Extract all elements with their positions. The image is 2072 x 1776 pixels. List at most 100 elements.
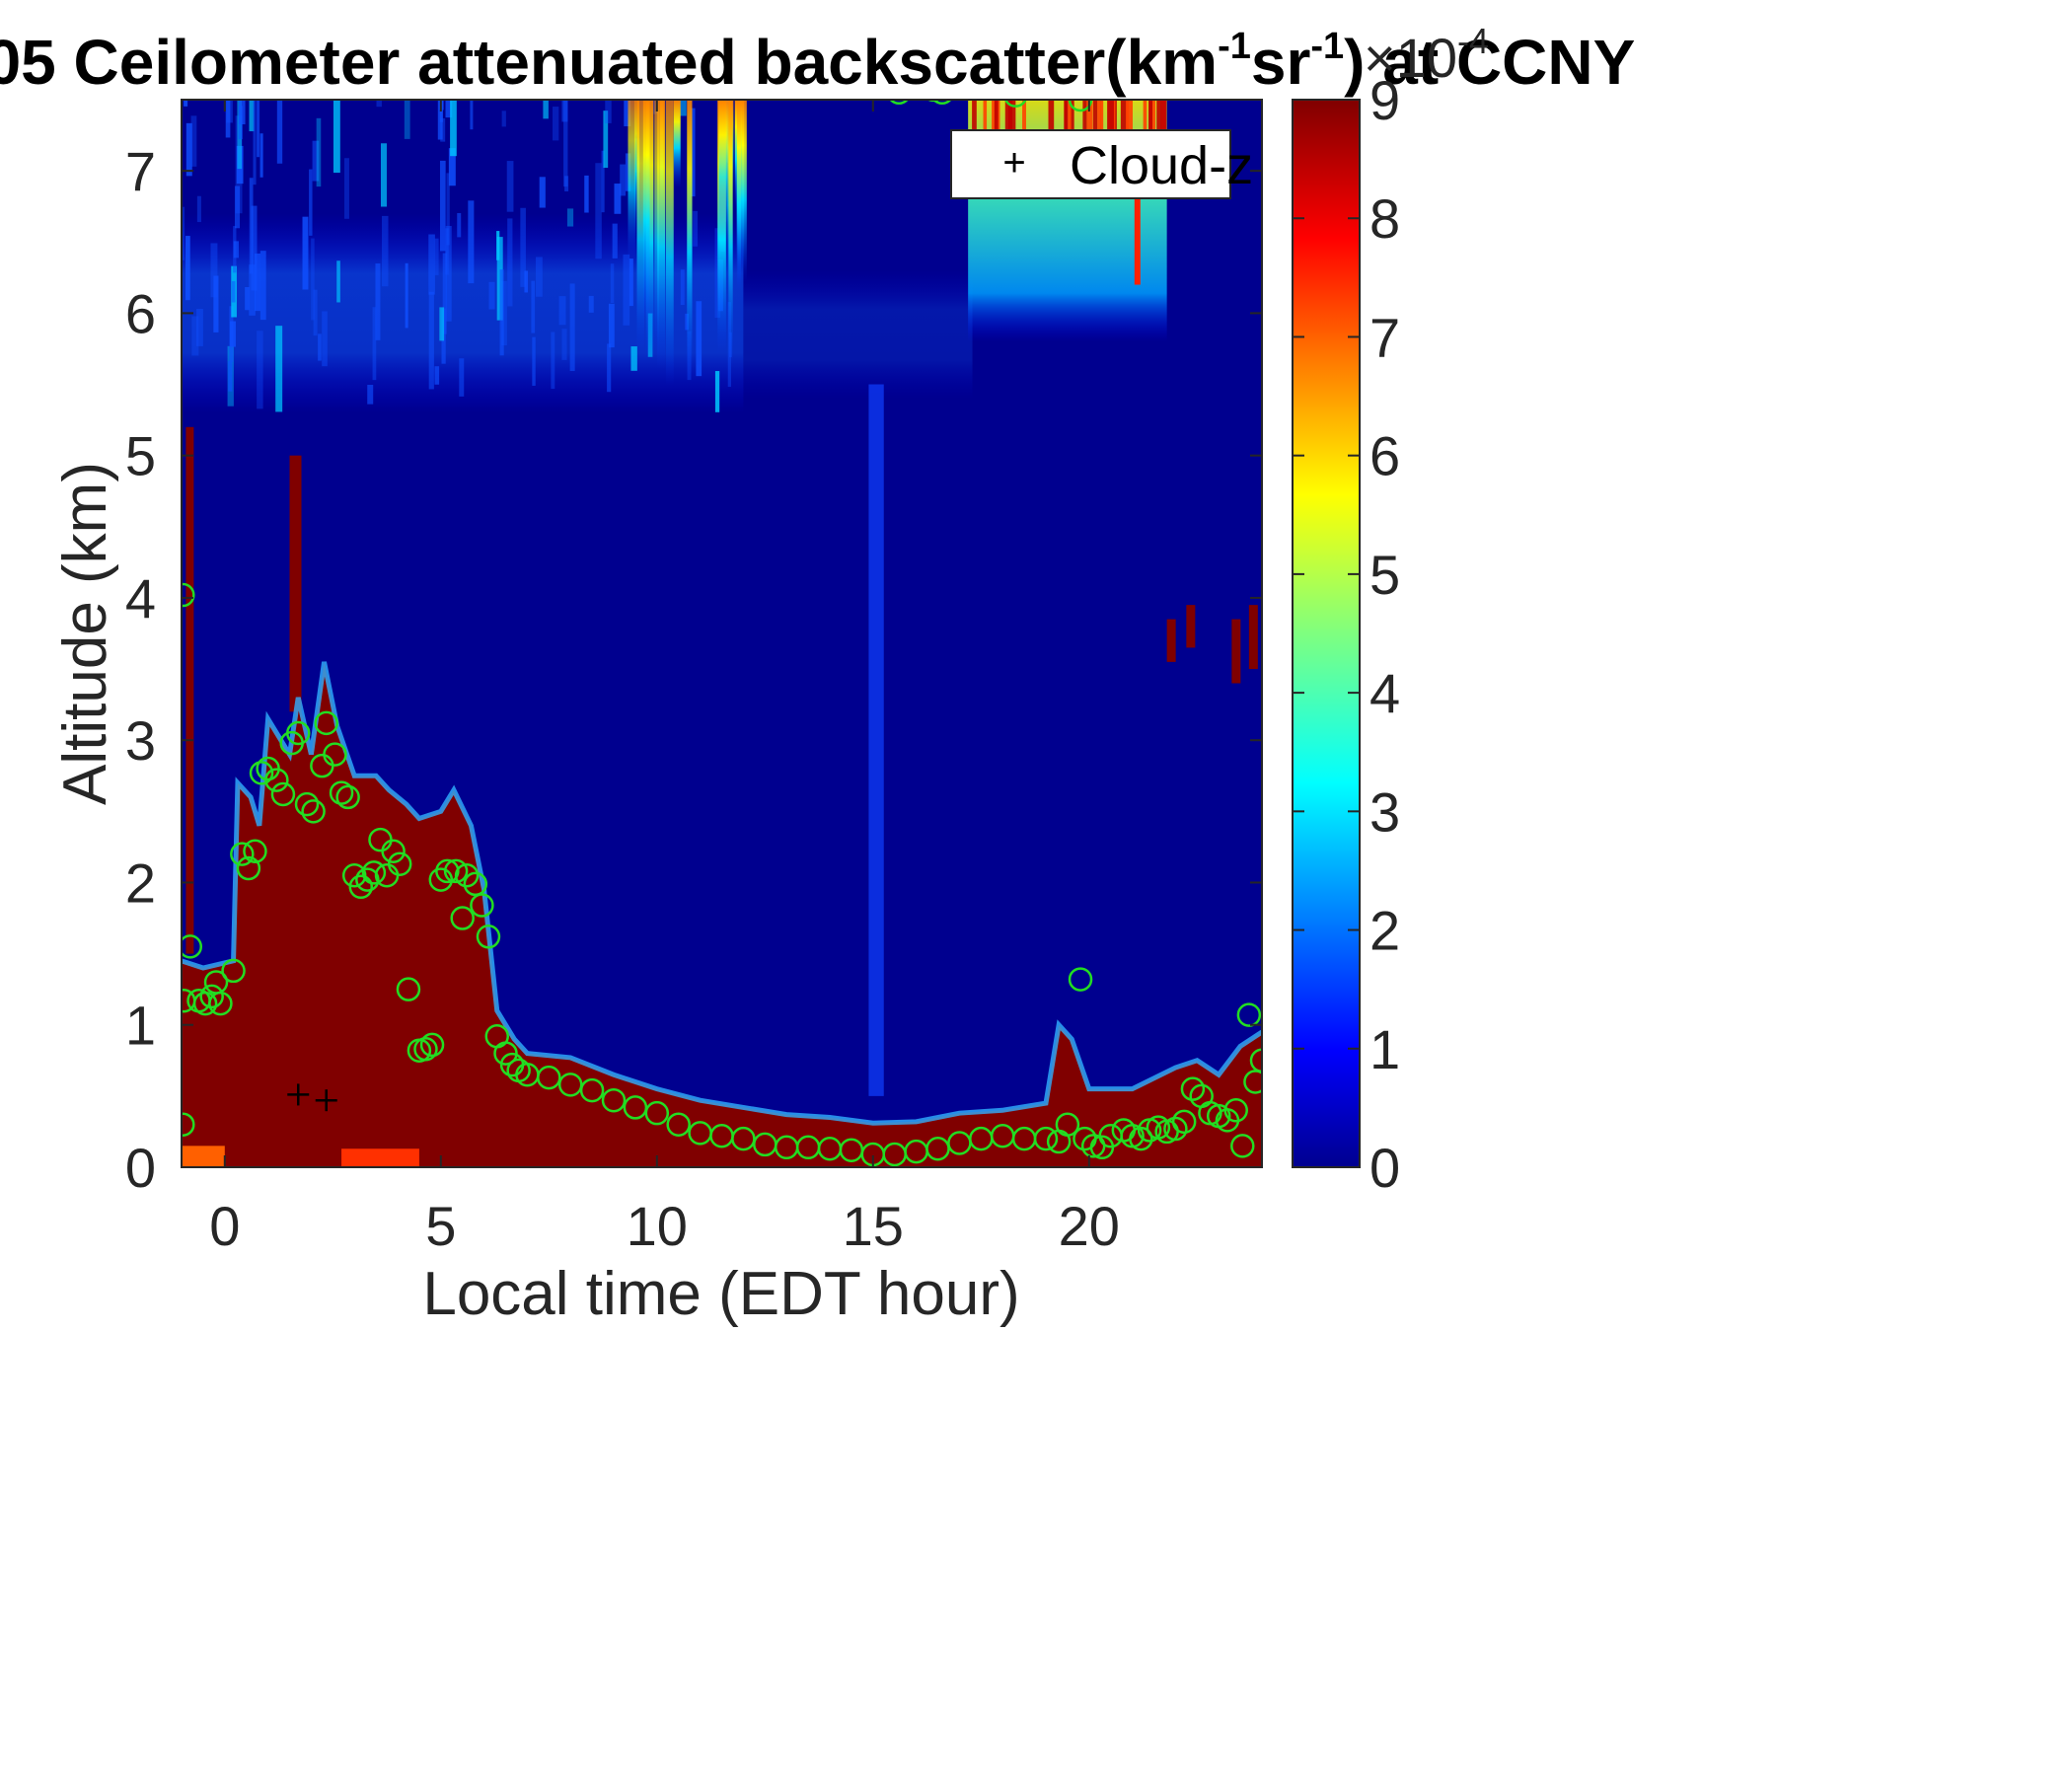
backscatter-streak	[257, 331, 263, 409]
backscatter-streak	[608, 303, 615, 348]
surface-band	[341, 1148, 419, 1167]
high-cloud-streak	[728, 100, 733, 368]
high-cloud-base-streak	[1082, 100, 1087, 159]
backscatter-streak	[470, 100, 474, 130]
backscatter-streak	[630, 346, 637, 371]
pbl-marker	[323, 742, 347, 767]
backscatter-streak	[302, 216, 309, 290]
backscatter-streak	[551, 332, 555, 390]
backscatter-streak	[569, 283, 575, 371]
legend-marker-plus: +	[1002, 141, 1025, 185]
backscatter-streak	[234, 185, 240, 229]
backscatter-streak	[196, 195, 201, 223]
backscatter-streak	[313, 289, 318, 336]
backscatter-streak	[185, 122, 192, 177]
legend: + Cloud-z	[950, 129, 1253, 199]
pbl-marker	[314, 710, 338, 736]
mid-column	[289, 455, 302, 712]
pbl-marker	[435, 858, 460, 884]
backscatter-streak	[249, 100, 255, 132]
backscatter-streak	[196, 308, 203, 346]
backscatter-streak	[233, 241, 239, 259]
pbl-marker	[361, 860, 387, 885]
backscatter-streak	[520, 207, 526, 287]
residual-layer-band-faint	[743, 270, 973, 399]
backscatter-streak	[506, 161, 514, 212]
backscatter-streak	[468, 200, 475, 284]
high-cloud-base-streak	[1120, 100, 1128, 150]
pbl-marker	[419, 1032, 445, 1058]
backscatter-streak	[450, 100, 457, 157]
chart-title-prefix: 171105 Ceilometer attenuated backscatter…	[0, 27, 1218, 98]
high-cloud-streak	[673, 100, 681, 188]
pbl-marker	[463, 871, 488, 897]
pbl-marker	[192, 991, 218, 1016]
backscatter-streak	[231, 280, 236, 303]
pbl-marker	[335, 784, 360, 810]
mid-cloud-cell	[1166, 619, 1176, 662]
backscatter-streak	[375, 263, 381, 340]
backscatter-streak	[255, 253, 261, 312]
pbl-marker	[443, 858, 469, 884]
pbl-marker	[1180, 1076, 1206, 1101]
backscatter-streak	[685, 313, 689, 331]
backscatter-streak	[595, 163, 602, 259]
backscatter-streak	[428, 291, 434, 390]
pbl-marker	[579, 1077, 605, 1103]
pbl-marker	[931, 100, 952, 106]
high-cloud-base-streak	[1156, 100, 1161, 159]
pbl-marker	[396, 977, 421, 1001]
pbl-marker	[243, 839, 267, 863]
backscatter-streak	[558, 296, 566, 326]
backscatter-streak	[501, 280, 507, 346]
x-tick-label: 5	[425, 1195, 456, 1257]
colorbar-tick-label: 7	[1369, 306, 1400, 368]
pbl-marker	[666, 1112, 691, 1137]
backscatter-streak	[605, 100, 612, 123]
cloud-z-marker	[315, 1089, 337, 1112]
pbl-marker	[1068, 967, 1093, 992]
y-tick-label: 2	[125, 851, 156, 914]
backscatter-streak	[230, 321, 236, 347]
backscatter-streak	[434, 238, 439, 275]
backscatter-streak	[535, 257, 543, 297]
colorbar-tick-label: 9	[1369, 69, 1400, 131]
backscatter-streak	[620, 164, 627, 196]
backscatter-streak	[259, 133, 263, 178]
backscatter-streak	[693, 210, 699, 247]
backscatter-streak	[253, 100, 257, 185]
pbl-marker	[286, 720, 311, 746]
x-tick-label: 10	[627, 1195, 688, 1257]
high-cloud-base-streak	[1086, 100, 1093, 154]
backscatter-streak	[245, 286, 250, 311]
aerosol-layer-area	[182, 661, 1262, 1167]
pbl-marker	[236, 855, 261, 881]
backscatter-streak	[275, 326, 283, 412]
backscatter-streak	[309, 169, 313, 236]
y-tick-label: 3	[125, 709, 156, 772]
colorbar-exponent: ×10-4	[1364, 21, 1489, 89]
colorbar-tick-label: 4	[1369, 662, 1400, 724]
pbl-marker	[199, 984, 224, 1009]
backscatter-streak	[257, 100, 260, 158]
high-cloud-streak	[654, 100, 659, 357]
backscatter-streak	[539, 177, 546, 208]
mid-cloud-cell	[1186, 605, 1196, 648]
pbl-marker	[644, 1100, 670, 1126]
high-cloud-streak	[736, 100, 741, 291]
pbl-marker	[470, 893, 494, 918]
pbl-marker	[1163, 1116, 1188, 1142]
backscatter-streak	[588, 295, 594, 313]
backscatter-streak	[439, 307, 445, 341]
colorbar-exponent-base: ×10	[1364, 27, 1457, 89]
pbl-marker	[1236, 1002, 1262, 1027]
mid-cloud-cell	[1231, 619, 1241, 684]
backscatter-streak	[190, 115, 197, 167]
backscatter-streak	[614, 184, 622, 214]
pbl-marker	[348, 874, 374, 900]
pbl-marker	[889, 100, 909, 106]
chart-title: 171105 Ceilometer attenuated backscatter…	[0, 26, 1635, 98]
high-cloud-base-streak	[992, 100, 997, 142]
y-axis-title: Altitude (km)	[51, 462, 119, 805]
